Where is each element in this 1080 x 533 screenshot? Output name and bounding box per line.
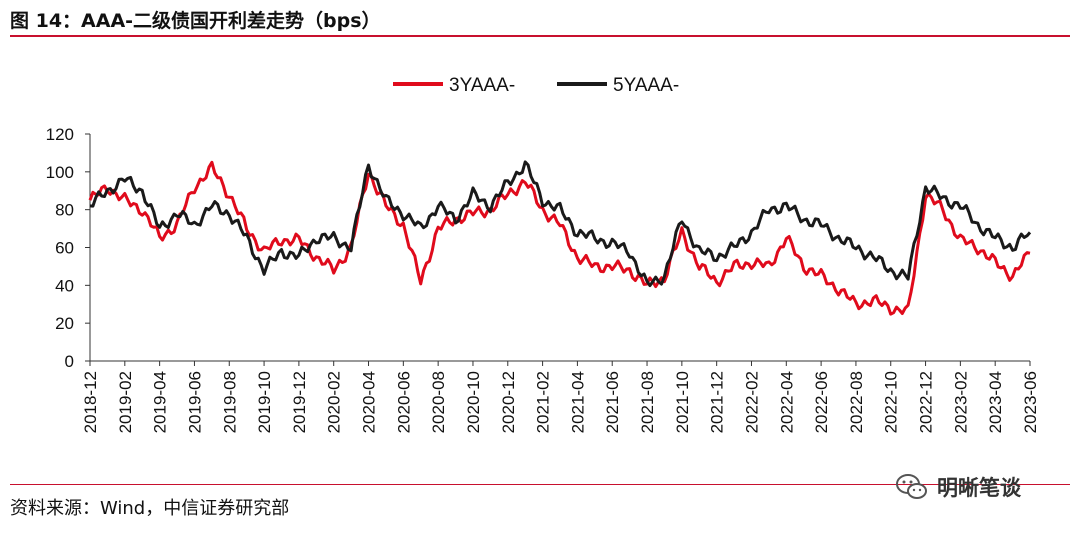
- x-tick-label: 2019-10: [255, 371, 274, 433]
- x-tick-label: 2022-04: [777, 371, 796, 433]
- y-tick-label: 0: [65, 352, 74, 371]
- watermark: 明晰笔谈: [895, 472, 1021, 502]
- y-tick-label: 40: [55, 276, 74, 295]
- x-tick-label: 2019-12: [290, 371, 309, 433]
- source-note: 资料来源：Wind，中信证券研究部: [10, 498, 290, 519]
- series-lines: [88, 160, 1032, 316]
- line-chart: 3YAAA- 5YAAA- 0 20 40 60 80 100 120 2018-12 2019…: [46, 75, 1040, 433]
- legend-label-1: 5YAAA-: [613, 75, 679, 96]
- x-tick-label: 2020-12: [499, 371, 518, 433]
- x-tick-label: 2021-08: [638, 371, 657, 433]
- x-tick-label: 2021-10: [673, 371, 692, 433]
- x-tick-label: 2022-02: [742, 371, 761, 433]
- series-line-5yaaa: [89, 160, 1032, 288]
- x-tick-label: 2023-02: [951, 371, 970, 433]
- x-tick-label: 2021-04: [568, 371, 587, 433]
- x-tick-label: 2021-02: [534, 371, 553, 433]
- x-tick-label: 2019-04: [151, 371, 170, 433]
- x-tick-label: 2022-08: [847, 371, 866, 433]
- x-axis: 2018-12 2019-02 2019-04 2019-06 2019-08 2019-…: [81, 360, 1040, 433]
- y-axis: 0 20 40 60 80 100 120: [46, 125, 91, 371]
- series-line-3yaaa: [88, 160, 1031, 316]
- x-tick-label: 2019-06: [185, 371, 204, 433]
- x-tick-label: 2020-06: [394, 371, 413, 433]
- footer-divider: [10, 484, 1070, 485]
- x-tick-label: 2022-10: [882, 371, 901, 433]
- y-tick-label: 20: [55, 314, 74, 333]
- x-tick-label: 2022-12: [917, 371, 936, 433]
- y-tick-label: 100: [46, 163, 74, 182]
- y-tick-label: 120: [46, 125, 74, 144]
- x-tick-label: 2020-08: [429, 371, 448, 433]
- figure-title: 图 14：AAA-二级债国开利差走势（bps）: [10, 10, 381, 32]
- x-tick-label: 2022-06: [812, 371, 831, 433]
- x-tick-label: 2020-02: [325, 371, 344, 433]
- wechat-icon: [896, 474, 927, 499]
- x-tick-label: 2020-04: [360, 371, 379, 433]
- x-tick-label: 2021-06: [603, 371, 622, 433]
- x-tick-label: 2023-04: [986, 371, 1005, 433]
- x-tick-label: 2019-08: [220, 371, 239, 433]
- x-tick-label: 2019-02: [116, 371, 135, 433]
- watermark-text: 明晰笔谈: [937, 476, 1021, 500]
- x-tick-label: 2023-06: [1021, 371, 1040, 433]
- x-tick-label: 2021-12: [708, 371, 727, 433]
- x-tick-label: 2020-10: [464, 371, 483, 433]
- x-tick-label: 2018-12: [81, 371, 100, 433]
- chart-legend: 3YAAA- 5YAAA-: [393, 75, 679, 96]
- y-tick-label: 80: [55, 201, 74, 220]
- legend-label-0: 3YAAA-: [449, 75, 515, 96]
- title-divider: [10, 35, 1070, 37]
- y-tick-label: 60: [55, 239, 74, 258]
